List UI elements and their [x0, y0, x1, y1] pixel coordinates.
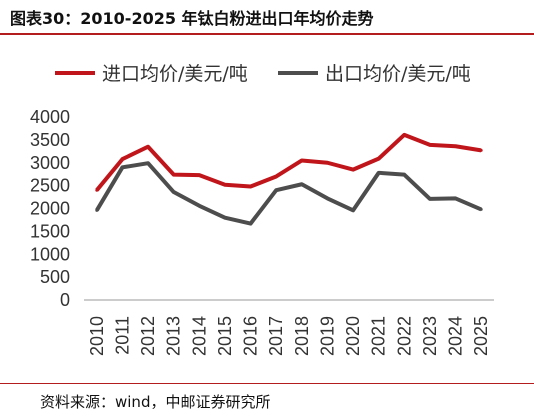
- data-point-export: [428, 197, 432, 201]
- chart-title: 图表30：2010-2025 年钛白粉进出口年均价走势: [10, 9, 374, 28]
- y-tick-label: 2000: [30, 199, 70, 219]
- x-tick-label: 2013: [164, 316, 184, 356]
- data-point-export: [454, 196, 458, 200]
- data-point-export: [402, 173, 406, 177]
- x-tick-label: 2021: [369, 316, 389, 356]
- y-tick-label: 0: [60, 290, 70, 310]
- x-tick-label: 2011: [112, 316, 132, 355]
- data-point-export: [274, 188, 278, 192]
- legend: 进口均价/美元/吨 出口均价/美元/吨: [55, 63, 471, 85]
- data-point-import: [197, 173, 201, 177]
- x-tick-label: 2016: [241, 316, 261, 356]
- data-point-import: [325, 161, 329, 165]
- data-point-import: [377, 157, 381, 161]
- y-tick-label: 500: [40, 267, 70, 287]
- data-point-export: [325, 196, 329, 200]
- data-point-export: [146, 161, 150, 165]
- y-tick-label: 1500: [30, 221, 70, 241]
- data-point-import: [146, 145, 150, 149]
- data-point-import: [454, 144, 458, 148]
- data-point-export: [351, 208, 355, 212]
- x-tick-label: 2020: [343, 316, 363, 356]
- data-point-import: [479, 148, 483, 152]
- x-tick-label: 2018: [292, 316, 312, 356]
- data-point-export: [479, 207, 483, 211]
- x-tick-label: 2012: [138, 316, 158, 356]
- series-layer: [95, 132, 483, 226]
- source-note: 资料来源：wind，中邮证券研究所: [40, 393, 271, 411]
- y-tick-label: 3000: [30, 153, 70, 173]
- data-point-import: [300, 158, 304, 162]
- x-tick-label: 2025: [471, 316, 491, 356]
- data-point-export: [249, 222, 253, 226]
- data-point-import: [274, 174, 278, 178]
- series-line-import: [95, 132, 482, 192]
- series-line-export: [95, 161, 482, 226]
- x-tick-label: 2024: [446, 316, 466, 356]
- data-point-export: [172, 190, 176, 194]
- data-point-import: [223, 183, 227, 187]
- x-tick-label: 2010: [87, 316, 107, 356]
- data-point-import: [120, 157, 124, 161]
- legend-label-import: 进口均价/美元/吨: [102, 63, 248, 85]
- data-point-export: [120, 165, 124, 169]
- data-point-import: [351, 168, 355, 172]
- data-point-import: [249, 185, 253, 189]
- legend-label-export: 出口均价/美元/吨: [325, 63, 471, 85]
- data-point-export: [197, 204, 201, 208]
- data-point-import: [95, 188, 99, 192]
- data-point-export: [300, 182, 304, 186]
- title-divider: [0, 33, 534, 35]
- y-tick-label: 1000: [30, 244, 70, 264]
- data-point-export: [377, 171, 381, 175]
- footer-divider: [0, 383, 534, 384]
- y-tick-label: 2500: [30, 176, 70, 196]
- x-tick-label: 2017: [266, 316, 286, 356]
- x-axis: 2010 2011 2012 2013 2014 2015 2016 2017 2018 2019…: [87, 316, 491, 356]
- data-point-export: [95, 208, 99, 212]
- y-tick-label: 3500: [30, 130, 70, 150]
- y-tick-label: 4000: [30, 107, 70, 127]
- data-point-import: [428, 143, 432, 147]
- x-tick-label: 2023: [420, 316, 440, 356]
- x-tick-label: 2019: [317, 316, 337, 356]
- x-tick-label: 2015: [215, 316, 235, 356]
- x-tick-label: 2022: [394, 316, 414, 356]
- data-point-export: [223, 216, 227, 220]
- x-tick-label: 2014: [189, 316, 209, 356]
- data-point-import: [402, 133, 406, 137]
- data-point-import: [172, 173, 176, 177]
